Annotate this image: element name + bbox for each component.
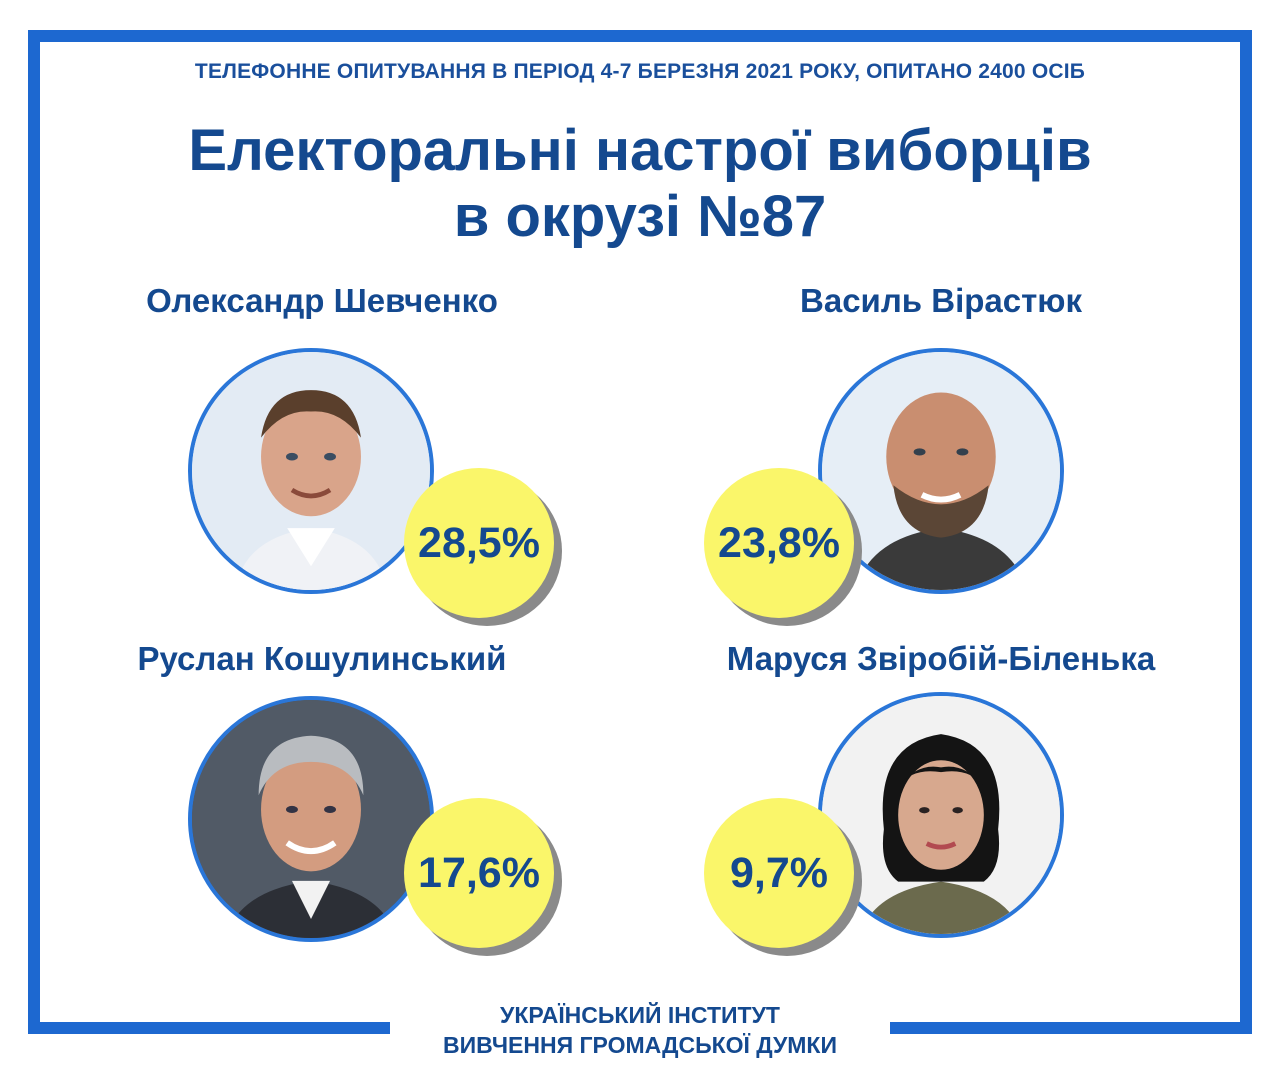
title-line-1: Електоральні настрої виборців — [188, 118, 1092, 183]
candidate-name-4: Маруся Звіробій-Біленька — [726, 640, 1156, 677]
frame-left — [28, 30, 40, 1034]
frame-bottom-left — [28, 1022, 390, 1034]
percent-badge-3: 17,6% — [404, 798, 554, 948]
footer-line-1: УКРАЇНСЬКИЙ ІНСТИТУТ — [500, 1002, 780, 1028]
candidate-name-3: Руслан Кошулинський — [137, 640, 507, 677]
frame-bottom-right — [890, 1022, 1252, 1034]
frame-right — [1240, 30, 1252, 1034]
candidate-photo-2 — [818, 348, 1064, 594]
candidate-photo-4 — [818, 692, 1064, 938]
percent-badge-2: 23,8% — [704, 468, 854, 618]
title-line-2: в окрузі №87 — [453, 184, 827, 249]
frame-top — [28, 30, 1252, 42]
footer-line-2: ВИВЧЕННЯ ГРОМАДСЬКОЇ ДУМКИ — [443, 1032, 837, 1058]
candidate-photo-3 — [188, 696, 434, 942]
candidate-name-2: Василь Вірастюк — [800, 282, 1082, 319]
candidate-name-1: Олександр Шевченко — [146, 282, 498, 319]
candidate-photo-1 — [188, 348, 434, 594]
survey-subtitle: ТЕЛЕФОННЕ ОПИТУВАННЯ В ПЕРІОД 4-7 БЕРЕЗН… — [194, 60, 1086, 83]
percent-badge-1: 28,5% — [404, 468, 554, 618]
footer-organization: УКРАЇНСЬКИЙ ІНСТИТУТ ВИВЧЕННЯ ГРОМАДСЬКО… — [390, 1000, 890, 1060]
percent-badge-4: 9,7% — [704, 798, 854, 948]
page-title: Електоральні настрої виборців в окрузі №… — [0, 118, 1280, 250]
